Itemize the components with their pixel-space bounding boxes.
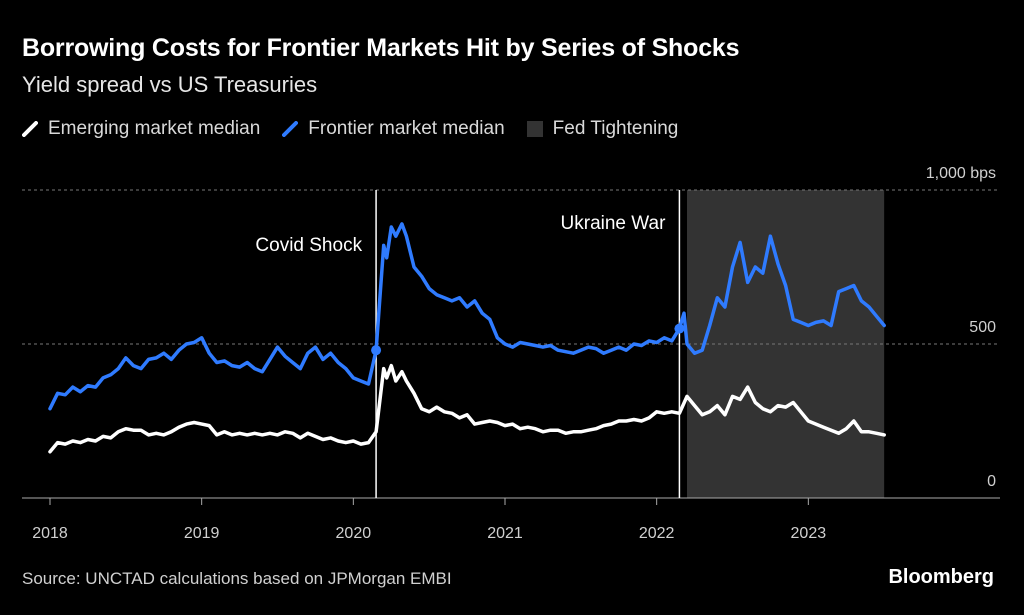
event-marker bbox=[371, 345, 382, 356]
event-marker bbox=[674, 323, 685, 334]
chart-subtitle: Yield spread vs US Treasuries bbox=[22, 72, 318, 97]
legend: Emerging market median Frontier market m… bbox=[22, 118, 700, 140]
x-tick-label: 2023 bbox=[791, 525, 827, 542]
legend-item-fed: Fed Tightening bbox=[526, 118, 679, 140]
legend-label-em: Emerging market median bbox=[48, 118, 261, 139]
event-label: Covid Shock bbox=[255, 235, 362, 256]
y-tick-label: 1,000 bps bbox=[926, 165, 996, 182]
line-swatch-icon bbox=[22, 121, 38, 137]
legend-label-fm: Frontier market median bbox=[308, 118, 505, 139]
line-swatch-icon bbox=[282, 121, 299, 137]
square-swatch-icon bbox=[526, 121, 543, 137]
legend-label-fed: Fed Tightening bbox=[552, 118, 679, 139]
x-tick-label: 2021 bbox=[487, 525, 523, 542]
chart-title: Borrowing Costs for Frontier Markets Hit… bbox=[22, 34, 740, 62]
emerging-market-line bbox=[48, 363, 886, 454]
x-tick-label: 2019 bbox=[184, 525, 220, 542]
y-tick-label: 0 bbox=[987, 473, 996, 490]
brand-logo: Bloomberg bbox=[888, 566, 994, 588]
source-note: Source: UNCTAD calculations based on JPM… bbox=[22, 569, 452, 588]
x-tick-label: 2018 bbox=[32, 525, 68, 542]
event-label: Ukraine War bbox=[561, 213, 667, 234]
y-tick-label: 500 bbox=[969, 319, 996, 336]
frontier-market-line bbox=[48, 222, 886, 411]
x-tick-label: 2022 bbox=[639, 525, 675, 542]
x-tick-label: 2020 bbox=[336, 525, 372, 542]
legend-item-em: Emerging market median bbox=[22, 118, 260, 140]
legend-item-fm: Frontier market median bbox=[282, 118, 505, 140]
